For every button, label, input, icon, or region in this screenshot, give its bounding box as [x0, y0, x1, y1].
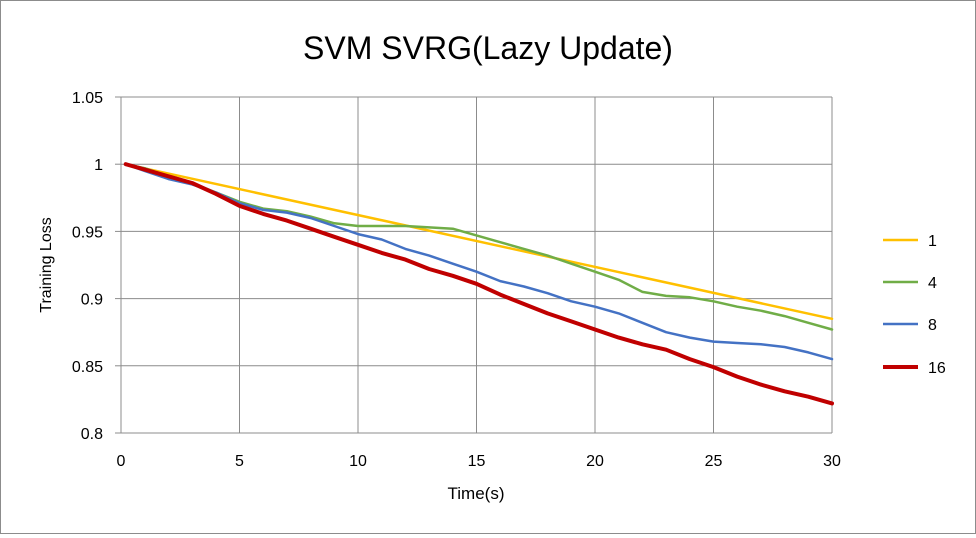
x-tick-label: 25 — [705, 453, 723, 470]
x-tick-label: 20 — [586, 453, 604, 470]
x-tick-label: 15 — [468, 453, 486, 470]
x-tick-label: 0 — [117, 453, 126, 470]
y-tick-label: 1.05 — [72, 90, 103, 107]
x-axis-ticks: 0 5 10 15 20 25 30 — [117, 453, 841, 470]
y-axis-label: Training Loss — [38, 217, 55, 312]
x-axis-label: Time(s) — [448, 484, 505, 503]
y-tick-label: 1 — [94, 157, 103, 174]
legend-label-16: 16 — [928, 360, 946, 377]
series-line-4 — [124, 162, 834, 331]
legend-label-4: 4 — [928, 275, 937, 292]
legend: 1 4 8 16 — [883, 233, 946, 377]
y-axis-ticks: 0.8 0.85 0.9 0.95 1 1.05 — [72, 90, 103, 443]
x-tick-label: 10 — [349, 453, 367, 470]
gridlines — [115, 96, 833, 434]
y-tick-label: 0.9 — [81, 292, 103, 309]
x-tick-label: 30 — [823, 453, 841, 470]
legend-label-8: 8 — [928, 317, 937, 334]
series-line-1 — [124, 162, 834, 321]
y-tick-label: 0.8 — [81, 426, 103, 443]
series-lines — [123, 162, 834, 406]
legend-label-1: 1 — [928, 233, 937, 250]
series-line-8 — [124, 162, 834, 361]
x-tick-label: 5 — [235, 453, 244, 470]
y-tick-label: 0.85 — [72, 359, 103, 376]
series-line-16 — [123, 162, 834, 406]
chart-title: SVM SVRG(Lazy Update) — [303, 30, 673, 66]
y-tick-label: 0.95 — [72, 224, 103, 241]
